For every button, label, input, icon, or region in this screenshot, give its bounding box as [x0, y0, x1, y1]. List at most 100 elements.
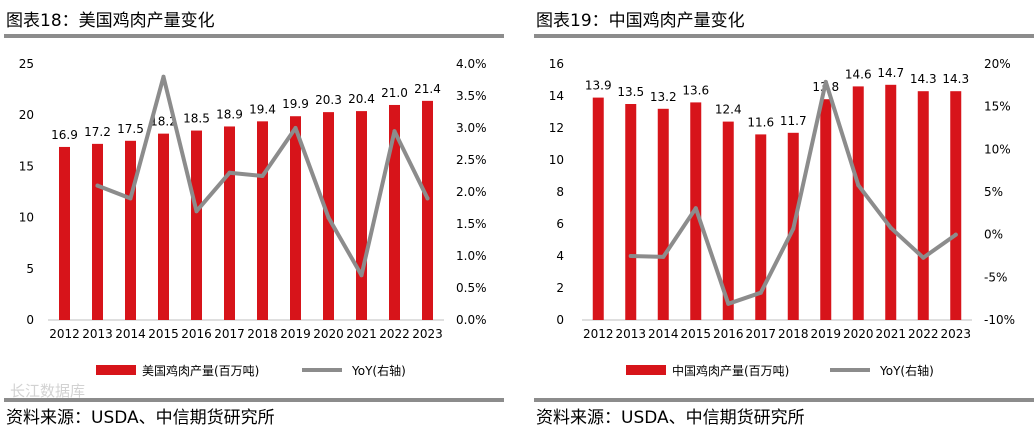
- yoy-point: [921, 255, 926, 260]
- x-tick-label: 2020: [843, 327, 874, 341]
- y-right-tick-label: -10%: [984, 313, 1015, 327]
- legend-bar-swatch: [626, 365, 666, 375]
- bar: [592, 97, 604, 320]
- x-tick-label: 2021: [875, 327, 906, 341]
- bar-value-label: 18.5: [183, 112, 210, 126]
- yoy-point: [856, 183, 861, 188]
- legend-line-label: YoY(右轴): [879, 363, 934, 378]
- bar: [290, 116, 301, 320]
- bar-value-label: 20.3: [315, 93, 342, 107]
- yoy-point: [392, 129, 397, 134]
- legend-line-label: YoY(右轴): [351, 363, 406, 378]
- x-tick-label: 2017: [214, 327, 245, 341]
- chart-cn-chicken-production: 0 2 4 6 8 10 12 14 16 -10% -5% 0% 5% 10% 15% 20% 13.9 13.…: [549, 57, 1015, 378]
- y-left-tick-label: 20: [19, 108, 34, 122]
- x-tick-label: 2017: [745, 327, 776, 341]
- y-left-tick-label: 0: [556, 313, 564, 327]
- bar: [92, 143, 103, 320]
- x-tick-label: 2012: [583, 327, 614, 341]
- bar-value-label: 14.6: [845, 67, 872, 81]
- y-left-tick-label: 16: [549, 57, 564, 71]
- x-tick-label: 2023: [412, 327, 443, 341]
- x-tick-label: 2019: [280, 327, 311, 341]
- bar-value-label: 13.9: [585, 79, 612, 93]
- yoy-point: [693, 206, 698, 211]
- yoy-point: [161, 74, 166, 79]
- legend-bar-swatch: [96, 365, 136, 375]
- bar-value-label: 21.4: [414, 82, 441, 96]
- x-tick-label: 2014: [115, 327, 146, 341]
- title-divider: [4, 34, 504, 38]
- y-left-tick-label: 5: [26, 262, 34, 276]
- y-left-tick-label: 2: [556, 281, 564, 295]
- yoy-point: [260, 174, 265, 178]
- legend-bar-label: 美国鸡肉产量(百万吨): [142, 363, 259, 378]
- bar: [885, 84, 897, 320]
- y-left-tick-label: 12: [549, 121, 564, 135]
- title-divider: [534, 34, 1034, 38]
- yoy-point: [823, 79, 828, 84]
- yoy-point: [726, 301, 731, 306]
- bar-value-label: 19.9: [282, 97, 309, 111]
- y-right-tick-label: -5%: [984, 270, 1007, 284]
- bar-value-label: 11.7: [780, 114, 807, 128]
- bar-value-label: 12.4: [715, 103, 742, 117]
- chart-title: 图表19：中国鸡肉产量变化: [536, 11, 745, 31]
- yoy-point: [628, 254, 633, 258]
- y-right-tick-label: 2.0%: [456, 185, 487, 199]
- y-right-tick-label: 4.0%: [456, 57, 487, 71]
- y-right-tick-label: 1.0%: [456, 249, 487, 263]
- y-right-tick-label: 10%: [984, 142, 1011, 156]
- bar-value-label: 13.2: [650, 90, 677, 104]
- yoy-point: [326, 215, 331, 220]
- bar-value-label: 14.3: [910, 72, 937, 86]
- yoy-point: [128, 196, 133, 201]
- x-tick-label: 2021: [346, 327, 377, 341]
- bar-value-label: 13.5: [617, 85, 644, 99]
- y-left-tick-label: 8: [556, 185, 564, 199]
- x-tick-label: 2016: [713, 327, 744, 341]
- y-left-tick-label: 10: [19, 211, 34, 225]
- y-right-tick-label: 0.5%: [456, 281, 487, 295]
- y-right-tick-label: 0.0%: [456, 313, 487, 327]
- source-note: 资料来源：USDA、中信期货研究所: [536, 408, 805, 428]
- x-tick-label: 2013: [615, 327, 646, 341]
- bar: [389, 104, 400, 321]
- y-right-tick-label: 3.0%: [456, 121, 487, 135]
- bar: [820, 99, 832, 320]
- x-tick-label: 2013: [82, 327, 113, 341]
- bar: [59, 146, 70, 320]
- x-tick-label: 2012: [49, 327, 80, 341]
- y-right-tick-label: 0%: [984, 228, 1003, 242]
- x-tick-label: 2018: [778, 327, 809, 341]
- x-tick-label: 2015: [148, 327, 179, 341]
- yoy-point: [95, 183, 100, 188]
- yoy-point: [758, 290, 763, 295]
- yoy-point: [425, 196, 430, 201]
- source-divider: [534, 398, 1034, 402]
- chart-panel-us: 图表18：美国鸡肉产量变化 0 5 10 15 20 25 0.0% 0.5% 1.0% 1.5%…: [4, 0, 504, 428]
- bar-value-label: 14.7: [877, 66, 904, 80]
- y-right-tick-label: 2.5%: [456, 153, 487, 167]
- y-left-tick-label: 4: [556, 249, 564, 263]
- bar: [657, 108, 669, 320]
- bar-value-label: 14.3: [942, 72, 969, 86]
- x-tick-label: 2019: [810, 327, 841, 341]
- source-divider: [4, 398, 504, 402]
- bar: [158, 133, 169, 320]
- watermark: 长江数据库: [10, 382, 86, 400]
- y-left-tick-label: 6: [556, 217, 564, 231]
- yoy-point: [953, 232, 958, 237]
- bar-value-label: 21.0: [381, 86, 408, 100]
- x-tick-label: 2014: [648, 327, 679, 341]
- x-tick-label: 2018: [247, 327, 278, 341]
- x-tick-label: 2015: [680, 327, 711, 341]
- x-tick-label: 2020: [313, 327, 344, 341]
- bar-value-label: 19.4: [249, 102, 276, 116]
- bar: [422, 100, 433, 320]
- yoy-point: [293, 126, 298, 130]
- bar-value-label: 16.9: [51, 128, 78, 142]
- bar-value-label: 18.2: [150, 115, 177, 129]
- y-left-tick-label: 10: [549, 153, 564, 167]
- y-right-tick-label: 15%: [984, 100, 1011, 114]
